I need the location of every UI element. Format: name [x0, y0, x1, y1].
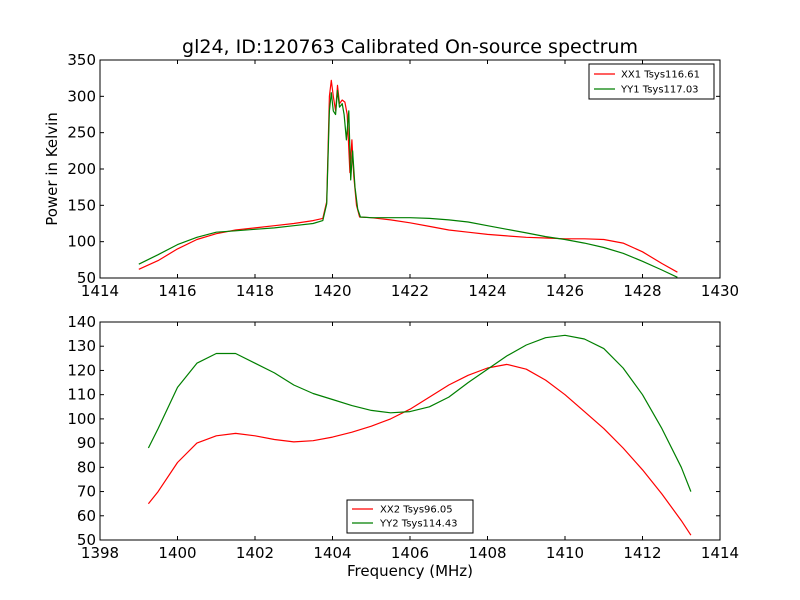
bottom-x-tick-label: 1402	[236, 544, 274, 562]
top-y-tick-label: 250	[67, 124, 96, 142]
bottom-chart: 1398 1400 1402 1404 1406 1408 1410 1412 1414 50 60…	[67, 313, 739, 580]
bottom-legend: XX2 Tsys96.05 YY2 Tsys114.43	[346, 499, 474, 534]
bottom-y-tick-label: 100	[67, 410, 96, 428]
top-legend-label-2: YY1 Tsys117.03	[620, 85, 699, 96]
top-y-tick-label: 200	[67, 160, 96, 178]
top-x-tick-label: 1424	[468, 282, 506, 300]
top-plot-frame	[99, 59, 721, 279]
bottom-legend-box	[346, 499, 474, 534]
top-x-tick-label: 1422	[391, 282, 429, 300]
bottom-y-tick-label: 130	[67, 337, 96, 355]
chart-title: gl24, ID:120763 Calibrated On-source spe…	[182, 36, 638, 58]
bottom-x-tick-label: 1408	[468, 544, 506, 562]
top-legend-box	[588, 63, 715, 100]
bottom-y-tick-label: 140	[67, 313, 96, 331]
bottom-legend-label-2: YY2 Tsys114.43	[379, 519, 458, 530]
bottom-plot-frame	[99, 321, 721, 541]
top-x-tick-label: 1418	[236, 282, 274, 300]
bottom-y-tick-label: 50	[77, 531, 96, 549]
top-y-tick-label: 50	[77, 269, 96, 287]
bottom-legend-label-1: XX2 Tsys96.05	[380, 505, 453, 516]
top-x-tick-label: 1430	[701, 282, 739, 300]
bottom-x-tick-label: 1412	[623, 544, 661, 562]
bottom-x-axis-label: Frequency (MHz)	[347, 562, 473, 580]
bottom-x-tick-label: 1404	[313, 544, 351, 562]
bottom-y-tick-label: 110	[67, 386, 96, 404]
top-y-tick-label: 100	[67, 233, 96, 251]
top-y-tick-label: 350	[67, 51, 96, 69]
bottom-series-line-2	[147, 334, 692, 492]
bottom-x-tick-label: 1410	[546, 544, 584, 562]
top-series-line-2	[138, 89, 678, 278]
bottom-y-tick-label: 70	[77, 483, 96, 501]
top-x-tick-label: 1416	[158, 282, 196, 300]
top-legend: XX1 Tsys116.61 YY1 Tsys117.03	[588, 63, 715, 100]
top-x-tick-label: 1428	[623, 282, 661, 300]
top-y-tick-label: 300	[67, 87, 96, 105]
top-chart: gl24, ID:120763 Calibrated On-source spe…	[43, 36, 739, 300]
top-x-tick-label: 1426	[546, 282, 584, 300]
bottom-y-tick-label: 90	[77, 434, 96, 452]
top-series-lines	[138, 79, 678, 278]
bottom-series-line-1	[147, 363, 692, 536]
top-ticks: 1414 1416 1418 1420 1422 1424 1426 1428 1430 50 10…	[67, 51, 739, 300]
bottom-ticks: 1398 1400 1402 1404 1406 1408 1410 1412 1414 50 60…	[67, 313, 739, 562]
top-x-tick-label: 1414	[81, 282, 119, 300]
top-y-tick-label: 150	[67, 196, 96, 214]
bottom-y-tick-label: 120	[67, 361, 96, 379]
top-x-tick-label: 1420	[313, 282, 351, 300]
bottom-y-tick-label: 80	[77, 458, 96, 476]
bottom-x-tick-label: 1400	[158, 544, 196, 562]
bottom-y-tick-label: 60	[77, 507, 96, 525]
bottom-series-lines	[147, 334, 692, 536]
bottom-x-tick-label: 1414	[701, 544, 739, 562]
top-y-axis-label: Power in Kelvin	[43, 112, 61, 226]
top-legend-label-1: XX1 Tsys116.61	[621, 70, 700, 81]
bottom-x-tick-label: 1406	[391, 544, 429, 562]
bottom-x-tick-label: 1398	[81, 544, 119, 562]
